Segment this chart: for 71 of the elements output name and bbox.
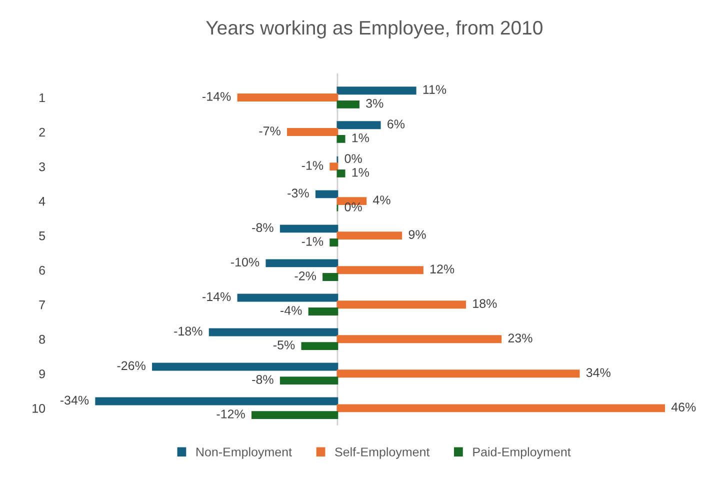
- y-tick-label: 8: [39, 334, 45, 344]
- legend-label: Paid-Employment: [473, 447, 571, 459]
- y-tick-label: 1: [40, 93, 45, 102]
- bar: [301, 342, 338, 350]
- data-label: -12%: [216, 410, 245, 418]
- bar: [336, 335, 502, 344]
- bar: [336, 266, 424, 274]
- data-label: 9%: [408, 230, 426, 239]
- data-label: 11%: [423, 85, 446, 94]
- data-label: -5%: [273, 340, 295, 350]
- bar: [315, 190, 338, 198]
- data-label: 4%: [372, 196, 390, 204]
- bar: [336, 404, 665, 412]
- y-tick-label: 10: [32, 404, 46, 413]
- bar: [336, 100, 360, 108]
- data-label: -4%: [280, 306, 302, 315]
- bar: [322, 273, 338, 281]
- data-label: 12%: [430, 264, 454, 274]
- data-label: 46%: [671, 402, 696, 412]
- data-label: 23%: [508, 334, 532, 342]
- data-label: -14%: [202, 292, 231, 302]
- bar: [208, 328, 338, 336]
- bar: [336, 86, 416, 95]
- data-label: -3%: [288, 188, 309, 198]
- bar: [330, 162, 338, 171]
- bar: [280, 224, 338, 233]
- data-label: 1%: [352, 168, 369, 177]
- data-label: -26%: [117, 361, 146, 370]
- bar: [336, 169, 346, 178]
- data-label: -18%: [174, 326, 202, 336]
- legend-label: Non-Employment: [196, 447, 292, 459]
- data-label: -1%: [302, 237, 324, 246]
- data-label: 6%: [388, 120, 405, 128]
- data-label: -7%: [259, 126, 280, 136]
- y-tick-label: 2: [39, 128, 45, 137]
- bar: [336, 121, 381, 130]
- data-label: -34%: [60, 396, 89, 405]
- bar: [152, 362, 338, 371]
- y-tick-label: 4: [38, 196, 46, 206]
- data-label: 34%: [586, 368, 610, 378]
- bar: [95, 397, 338, 406]
- data-label: 0%: [344, 202, 362, 212]
- y-tick-label: 9: [39, 369, 45, 378]
- bar: [336, 300, 466, 309]
- y-tick-label: 6: [39, 266, 45, 275]
- chart-title: Years working as Employee, from 2010: [206, 20, 542, 38]
- bar: [308, 308, 338, 316]
- data-label: -10%: [230, 258, 260, 267]
- bar: [251, 411, 338, 420]
- data-label: -8%: [252, 375, 274, 384]
- bar: [336, 134, 346, 143]
- bar: [280, 376, 338, 385]
- y-tick-label: 7: [39, 300, 45, 310]
- y-tick-label: 3: [39, 162, 45, 172]
- data-label: 18%: [473, 299, 497, 308]
- legend-label: Self-Employment: [335, 447, 430, 459]
- data-label: 0%: [344, 154, 362, 163]
- bar: [237, 294, 338, 302]
- bar: [336, 232, 402, 240]
- bar: [287, 128, 338, 136]
- bar: [330, 238, 338, 246]
- bar: [266, 259, 338, 268]
- bar: [336, 370, 580, 378]
- data-label: 3%: [366, 98, 384, 108]
- data-label: -14%: [202, 92, 231, 101]
- bar: [237, 94, 338, 102]
- data-label: 1%: [352, 133, 369, 142]
- data-label: -8%: [252, 223, 274, 232]
- data-label: -2%: [294, 272, 316, 280]
- y-tick-label: 5: [39, 232, 46, 240]
- data-label: -1%: [302, 161, 324, 170]
